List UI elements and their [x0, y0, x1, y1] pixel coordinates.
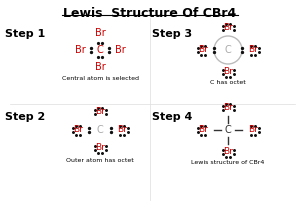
- Text: Step 4: Step 4: [152, 112, 192, 122]
- Text: Br: Br: [117, 126, 127, 134]
- Text: Step 2: Step 2: [5, 112, 45, 122]
- Text: Br: Br: [198, 126, 208, 134]
- Text: Br: Br: [223, 67, 233, 77]
- Text: Br: Br: [115, 45, 125, 55]
- Text: Step 3: Step 3: [152, 29, 192, 39]
- Text: Br: Br: [95, 107, 105, 117]
- Text: Br: Br: [94, 28, 105, 38]
- Text: Br: Br: [248, 126, 258, 134]
- Text: C: C: [97, 45, 104, 55]
- Text: Br: Br: [248, 46, 258, 54]
- Text: Lewis structure of CBr4: Lewis structure of CBr4: [191, 160, 265, 166]
- Text: C: C: [97, 125, 104, 135]
- Text: Br: Br: [95, 144, 105, 152]
- Text: Br: Br: [75, 45, 86, 55]
- Text: Br: Br: [223, 148, 233, 156]
- Text: Lewis  Structure Of CBr4: Lewis Structure Of CBr4: [63, 7, 237, 20]
- Text: C: C: [225, 45, 231, 55]
- Text: Br: Br: [223, 24, 233, 32]
- Text: Br: Br: [198, 46, 208, 54]
- Text: Outer atom has octet: Outer atom has octet: [66, 158, 134, 163]
- Text: C: C: [225, 125, 231, 135]
- Text: Br: Br: [223, 103, 233, 113]
- Text: C has octet: C has octet: [210, 81, 246, 85]
- Text: Br: Br: [94, 62, 105, 72]
- Text: Step 1: Step 1: [5, 29, 45, 39]
- Text: Br: Br: [73, 126, 83, 134]
- Text: Central atom is selected: Central atom is selected: [61, 75, 139, 81]
